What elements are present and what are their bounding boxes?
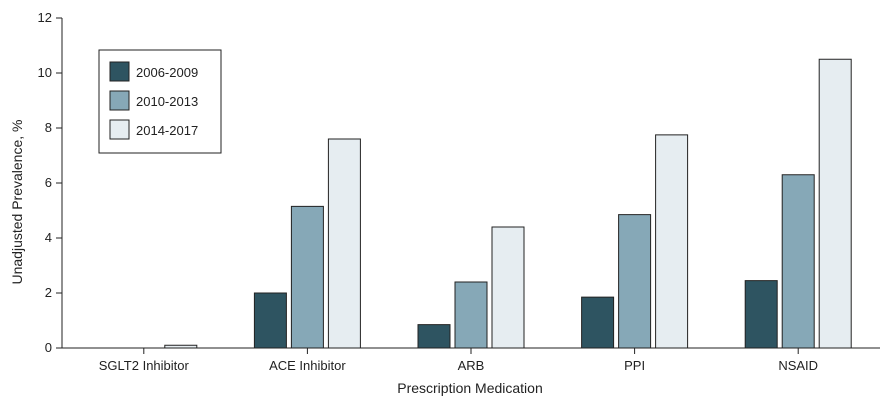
bar	[618, 214, 652, 349]
category-label: ACE Inhibitor	[269, 358, 346, 373]
y-tick-label: 4	[45, 230, 52, 245]
bar	[417, 324, 451, 349]
legend-swatch	[109, 90, 130, 111]
bar	[290, 205, 324, 349]
bar	[327, 138, 361, 349]
bar	[164, 344, 198, 349]
category-label: ARB	[458, 358, 485, 373]
x-axis	[62, 347, 880, 354]
legend: 2006-2009 2010-2013 2014-2017	[98, 49, 222, 154]
bar	[781, 174, 815, 349]
legend-swatch	[109, 61, 130, 82]
bar	[581, 296, 615, 349]
bar	[744, 280, 778, 349]
bar	[818, 58, 852, 349]
bars	[164, 58, 852, 349]
bar	[491, 226, 525, 349]
bar	[253, 292, 287, 349]
y-axis: 0 2 4 6 8 10 12	[38, 10, 63, 355]
y-tick-label: 0	[45, 340, 52, 355]
legend-label: 2014-2017	[136, 123, 198, 138]
y-tick-label: 10	[38, 65, 52, 80]
bar	[454, 281, 488, 349]
y-tick-label: 12	[38, 10, 52, 25]
legend-label: 2006-2009	[136, 65, 198, 80]
category-label: SGLT2 Inhibitor	[99, 358, 190, 373]
bar	[655, 134, 689, 349]
x-axis-title: Prescription Medication	[397, 380, 543, 396]
category-label: PPI	[624, 358, 645, 373]
category-label: NSAID	[778, 358, 818, 373]
y-tick-label: 6	[45, 175, 52, 190]
y-tick-label: 2	[45, 285, 52, 300]
y-tick-label: 8	[45, 120, 52, 135]
category-labels: SGLT2 Inhibitor ACE Inhibitor ARB PPI NSAID	[99, 358, 818, 373]
legend-swatch	[109, 119, 130, 140]
legend-label: 2010-2013	[136, 94, 198, 109]
y-axis-title: Unadjusted Prevalence, %	[9, 120, 25, 285]
